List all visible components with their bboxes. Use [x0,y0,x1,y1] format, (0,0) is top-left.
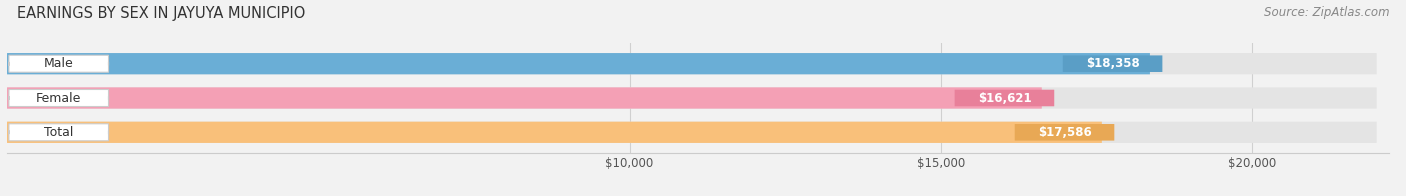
Text: Male: Male [44,57,73,70]
FancyBboxPatch shape [7,53,1376,74]
Text: $16,621: $16,621 [977,92,1031,104]
Text: Female: Female [37,92,82,104]
Text: EARNINGS BY SEX IN JAYUYA MUNICIPIO: EARNINGS BY SEX IN JAYUYA MUNICIPIO [17,6,305,21]
FancyBboxPatch shape [7,53,1150,74]
FancyBboxPatch shape [7,122,1376,143]
FancyBboxPatch shape [8,55,108,72]
Text: $17,586: $17,586 [1038,126,1091,139]
FancyBboxPatch shape [955,90,1054,106]
Text: Source: ZipAtlas.com: Source: ZipAtlas.com [1264,6,1389,19]
Text: $18,358: $18,358 [1085,57,1139,70]
FancyBboxPatch shape [8,90,108,106]
FancyBboxPatch shape [1063,55,1163,72]
FancyBboxPatch shape [7,122,1102,143]
FancyBboxPatch shape [7,87,1042,109]
FancyBboxPatch shape [8,124,108,141]
FancyBboxPatch shape [7,87,1376,109]
Text: Total: Total [44,126,73,139]
FancyBboxPatch shape [1015,124,1115,141]
